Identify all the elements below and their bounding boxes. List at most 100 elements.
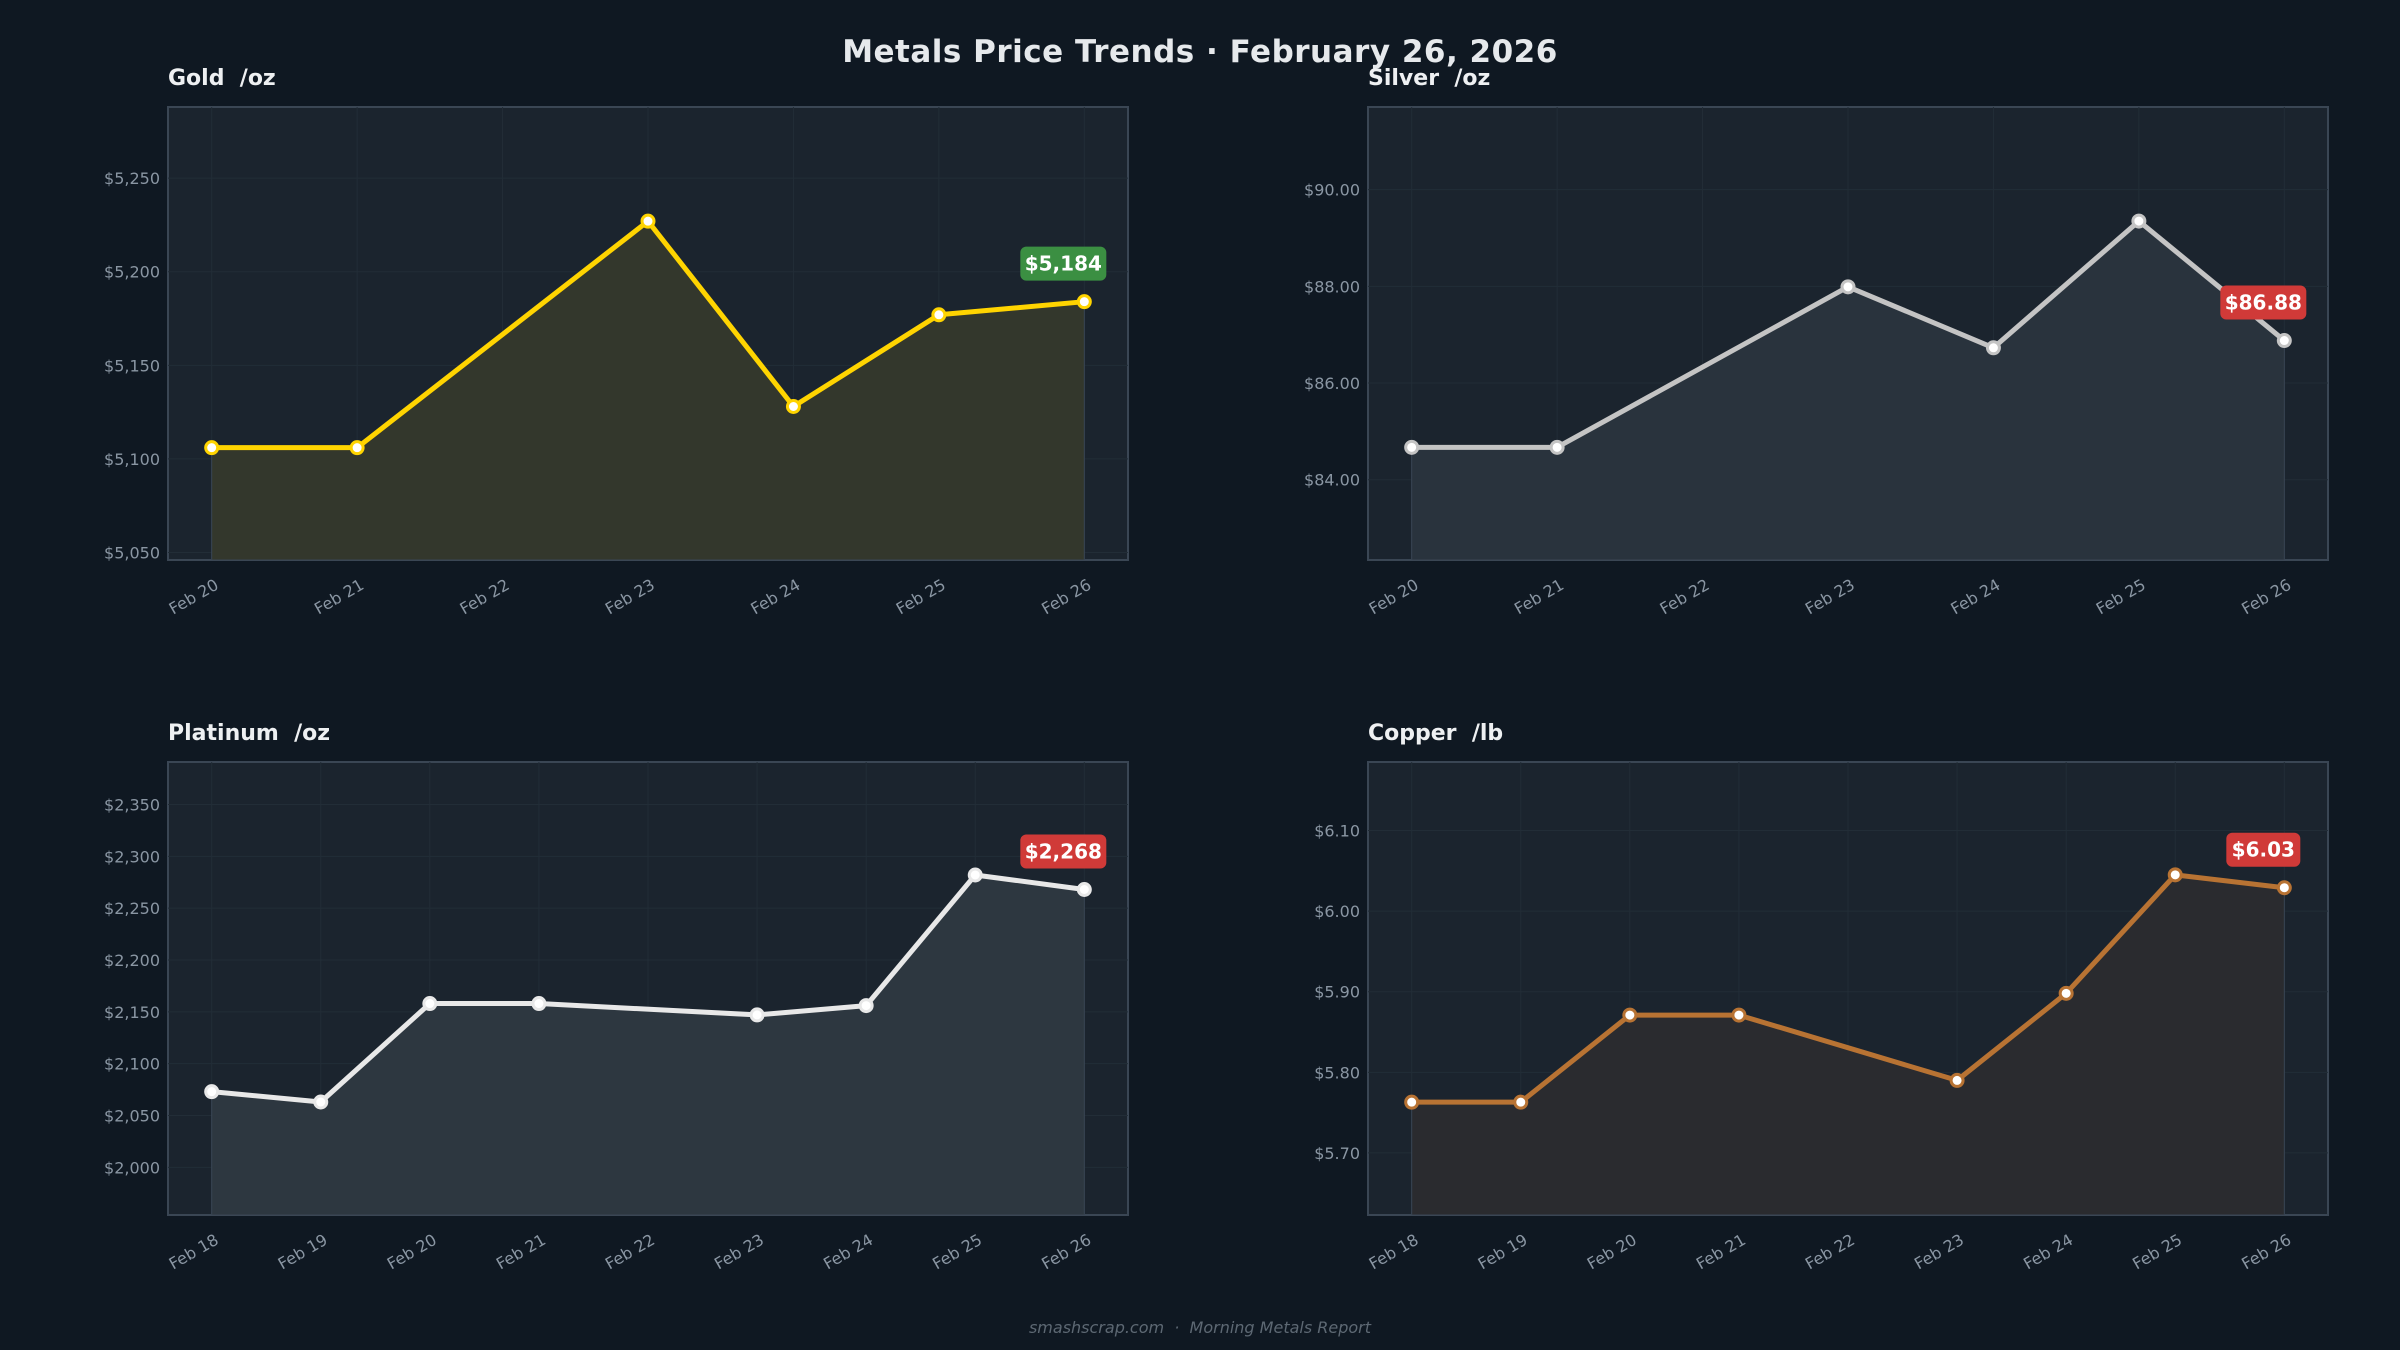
copper-y-tick-label: $6.10 <box>1314 822 1360 841</box>
copper-chart: Feb 18 Feb 19 Feb 20 Feb 21 Feb 22 Feb 23 Feb … <box>1314 761 2329 1273</box>
platinum-x-tick-label: Feb 18 <box>166 1230 222 1273</box>
platinum-y-tick-label: $2,250 <box>104 899 160 918</box>
gold-x-tick-label: Feb 21 <box>311 575 367 618</box>
gold-x-tick-label: Feb 22 <box>456 575 512 618</box>
silver-x-tick-label: Feb 26 <box>2238 575 2294 618</box>
platinum-y-tick-label: $2,150 <box>104 1003 160 1022</box>
silver-data-point <box>2276 333 2292 349</box>
platinum-badge-text: $2,268 <box>1025 840 1102 864</box>
platinum-price-badge: $2,268 <box>1020 834 1107 869</box>
platinum-data-point <box>967 867 983 883</box>
gold-panel-title: Gold /oz <box>168 66 276 91</box>
copper-badge-text: $6.03 <box>2232 838 2295 862</box>
platinum-data-point <box>422 996 438 1012</box>
silver-y-tick-label: $84.00 <box>1304 471 1360 490</box>
copper-x-tick-label: Feb 23 <box>1911 1230 1967 1273</box>
gold-x-tick-label: Feb 26 <box>1038 575 1094 618</box>
gold-y-tick-label: $5,150 <box>104 356 160 375</box>
platinum-x-tick-label: Feb 25 <box>929 1230 985 1273</box>
platinum-data-point <box>531 996 547 1012</box>
platinum-y-tick-label: $2,200 <box>104 951 160 970</box>
platinum-data-point <box>204 1084 220 1100</box>
platinum-x-tick-label: Feb 19 <box>275 1230 331 1273</box>
copper-y-tick-label: $5.90 <box>1314 983 1360 1002</box>
silver-data-point <box>1985 340 2001 356</box>
gold-data-point <box>204 440 220 456</box>
copper-data-point <box>1731 1007 1747 1023</box>
silver-y-tick-label: $86.00 <box>1304 374 1360 393</box>
platinum-badge-background <box>1020 834 1107 869</box>
copper-x-tick-label: Feb 20 <box>1584 1230 1640 1273</box>
gold-y-tick-label: $5,100 <box>104 450 160 469</box>
platinum-data-point <box>1076 882 1092 898</box>
gold-chart: Feb 20 Feb 21 Feb 22 Feb 23 Feb 24 Feb 25 Feb … <box>104 106 1129 618</box>
gold-data-point <box>349 440 365 456</box>
silver-y-tick-label: $88.00 <box>1304 277 1360 296</box>
platinum-data-point <box>313 1094 329 1110</box>
copper-data-point <box>2276 880 2292 896</box>
silver-y-tick-label: $90.00 <box>1304 181 1360 200</box>
silver-badge-background <box>2220 285 2307 320</box>
copper-x-tick-label: Feb 21 <box>1693 1230 1749 1273</box>
silver-x-tick-label: Feb 24 <box>1947 575 2003 618</box>
copper-data-point <box>1622 1007 1638 1023</box>
platinum-x-tick-label: Feb 20 <box>384 1230 440 1273</box>
copper-data-point <box>1404 1094 1420 1110</box>
platinum-x-tick-label: Feb 23 <box>711 1230 767 1273</box>
silver-data-point <box>1840 279 1856 295</box>
platinum-y-tick-label: $2,300 <box>104 847 160 866</box>
gold-x-tick-label: Feb 23 <box>602 575 658 618</box>
platinum-x-tick-label: Feb 24 <box>820 1230 876 1273</box>
copper-data-point <box>2167 867 2183 883</box>
gold-badge-text: $5,184 <box>1025 252 1102 276</box>
platinum-y-tick-label: $2,050 <box>104 1106 160 1125</box>
gold-x-tick-label: Feb 20 <box>166 575 222 618</box>
main-title: Metals Price Trends · February 26, 2026 <box>842 34 1558 70</box>
silver-x-tick-label: Feb 23 <box>1802 575 1858 618</box>
platinum-y-tick-label: $2,350 <box>104 796 160 815</box>
silver-price-line <box>1411 218 2286 450</box>
silver-data-point <box>2131 213 2147 229</box>
gold-y-tick-label: $5,250 <box>104 169 160 188</box>
copper-data-point <box>1513 1094 1529 1110</box>
copper-badge-background <box>2226 832 2301 867</box>
copper-price-badge: $6.03 <box>2226 832 2301 867</box>
gold-x-tick-label: Feb 24 <box>747 575 803 618</box>
platinum-x-tick-label: Feb 26 <box>1038 1230 1094 1273</box>
platinum-y-tick-label: $2,000 <box>104 1158 160 1177</box>
copper-price-line <box>1411 872 2285 1105</box>
gold-price-line <box>211 218 1085 451</box>
platinum-price-line <box>211 872 1085 1105</box>
copper-x-tick-label: Feb 19 <box>1475 1230 1531 1273</box>
copper-x-tick-label: Feb 24 <box>2020 1230 2076 1273</box>
copper-x-tick-label: Feb 18 <box>1366 1230 1422 1273</box>
gold-x-tick-label: Feb 25 <box>893 575 949 618</box>
platinum-x-tick-label: Feb 21 <box>493 1230 549 1273</box>
copper-x-tick-label: Feb 26 <box>2238 1230 2294 1273</box>
copper-data-point <box>2058 985 2074 1001</box>
silver-badge-text: $86.88 <box>2225 291 2302 315</box>
gold-data-point <box>640 213 656 229</box>
gold-badge-background <box>1020 246 1107 281</box>
copper-x-tick-label: Feb 25 <box>2129 1230 2185 1273</box>
silver-panel-title: Silver /oz <box>1368 66 1491 91</box>
platinum-data-point <box>858 998 874 1014</box>
gold-y-tick-label: $5,050 <box>104 544 160 563</box>
platinum-panel-title: Platinum /oz <box>168 721 331 746</box>
gold-y-tick-label: $5,200 <box>104 263 160 282</box>
copper-y-tick-label: $5.70 <box>1314 1144 1360 1163</box>
copper-panel-title: Copper /lb <box>1368 721 1504 746</box>
gold-data-point <box>785 399 801 415</box>
silver-x-tick-label: Feb 21 <box>1511 575 1567 618</box>
gold-data-point <box>1076 294 1092 310</box>
platinum-chart: Feb 18 Feb 19 Feb 20 Feb 21 Feb 22 Feb 23 Feb … <box>104 761 1129 1273</box>
platinum-data-point <box>749 1007 765 1023</box>
gold-price-badge: $5,184 <box>1020 246 1107 281</box>
silver-data-point <box>1404 439 1420 455</box>
silver-data-point <box>1549 439 1565 455</box>
copper-y-tick-label: $6.00 <box>1314 902 1360 921</box>
silver-x-tick-label: Feb 25 <box>2093 575 2149 618</box>
gold-data-point <box>931 307 947 323</box>
platinum-x-tick-label: Feb 22 <box>602 1230 658 1273</box>
footer-credit: smashscrap.com · Morning Metals Report <box>1028 1318 1372 1337</box>
